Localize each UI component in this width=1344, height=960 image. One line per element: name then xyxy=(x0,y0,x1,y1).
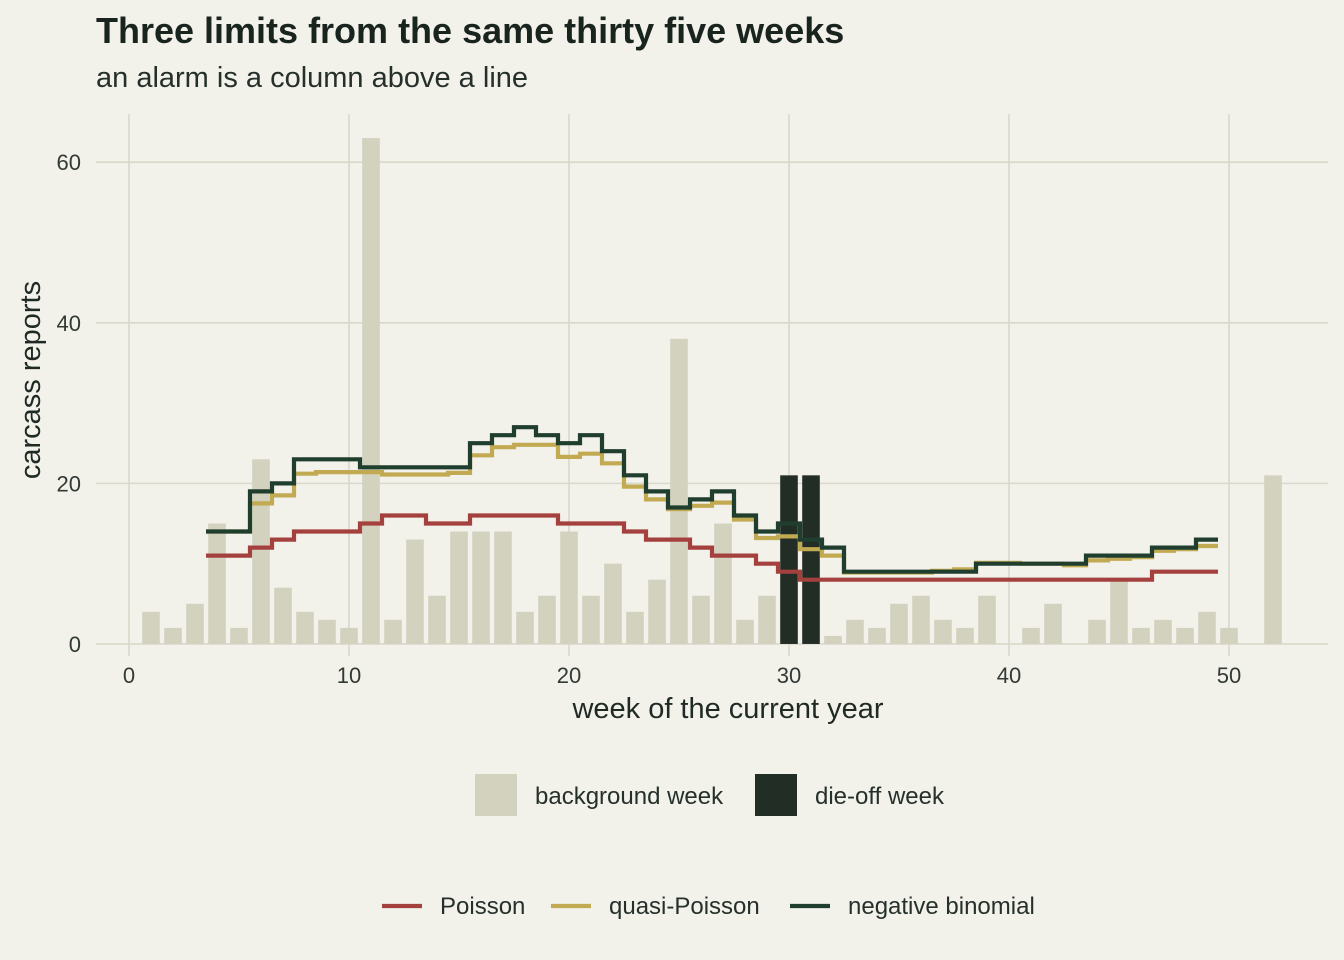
y-tick-label: 0 xyxy=(69,632,81,657)
background-bar xyxy=(890,603,908,644)
x-tick-label: 10 xyxy=(337,663,361,688)
background-bar xyxy=(1154,619,1172,644)
background-bar xyxy=(912,595,930,644)
background-bar xyxy=(1220,627,1238,644)
background-bar xyxy=(494,531,512,644)
limit-line-poisson xyxy=(206,513,1218,582)
background-bar xyxy=(428,595,446,644)
background-bar xyxy=(626,611,644,644)
background-bar xyxy=(648,579,666,644)
background-bar xyxy=(340,627,358,644)
background-bar xyxy=(1110,579,1128,644)
background-bar xyxy=(186,603,204,644)
background-bar xyxy=(758,595,776,644)
y-tick-label: 60 xyxy=(57,150,81,175)
background-bar xyxy=(1088,619,1106,644)
grid-lines xyxy=(96,114,1328,656)
background-bar xyxy=(582,595,600,644)
background-bar xyxy=(846,619,864,644)
chart-title: Three limits from the same thirty five w… xyxy=(96,10,845,51)
chart-subtitle: an alarm is a column above a line xyxy=(96,62,529,94)
bar-series xyxy=(142,138,1282,644)
background-bar xyxy=(978,595,996,644)
legend-swatch-background xyxy=(475,774,517,816)
x-tick-label: 20 xyxy=(557,663,581,688)
background-bar xyxy=(714,523,732,644)
bar-legend: background week die-off week xyxy=(475,774,945,816)
background-bar xyxy=(450,531,468,644)
background-bar xyxy=(934,619,952,644)
background-bar xyxy=(868,627,886,644)
y-tick-label: 20 xyxy=(57,471,81,496)
background-bar xyxy=(956,627,974,644)
x-tick-label: 0 xyxy=(123,663,135,688)
y-tick-label: 40 xyxy=(57,311,81,336)
background-bar xyxy=(362,138,380,644)
background-bar xyxy=(538,595,556,644)
background-bar xyxy=(164,627,182,644)
background-bar xyxy=(560,531,578,644)
background-bar xyxy=(1264,475,1282,644)
x-tick-label: 30 xyxy=(777,663,801,688)
background-bar xyxy=(1176,627,1194,644)
background-bar xyxy=(1132,627,1150,644)
background-bar xyxy=(692,595,710,644)
limit-line-negative-binomial xyxy=(206,425,1218,574)
background-bar xyxy=(1044,603,1062,644)
limit-lines xyxy=(206,425,1218,582)
legend-label-poisson: Poisson xyxy=(440,893,525,920)
background-bar xyxy=(1022,627,1040,644)
x-axis-title: week of the current year xyxy=(571,693,883,725)
legend-label-die-off: die-off week xyxy=(815,783,945,810)
legend-label-negative-binomial: negative binomial xyxy=(848,893,1035,920)
background-bar xyxy=(406,539,424,644)
background-bar xyxy=(472,531,490,644)
die-off-bar xyxy=(780,475,798,644)
legend-swatch-die-off xyxy=(755,774,797,816)
background-bar xyxy=(1198,611,1216,644)
background-bar xyxy=(274,587,292,644)
legend-label-quasi-poisson: quasi-Poisson xyxy=(609,893,760,920)
x-tick-label: 50 xyxy=(1217,663,1241,688)
background-bar xyxy=(230,627,248,644)
tick-labels: 0 10 20 30 40 50 0 20 40 60 xyxy=(57,150,1242,688)
background-bar xyxy=(296,611,314,644)
die-off-bar xyxy=(802,475,820,644)
background-bar xyxy=(604,563,622,644)
background-bar xyxy=(736,619,754,644)
background-bar xyxy=(384,619,402,644)
x-tick-label: 40 xyxy=(997,663,1021,688)
background-bar xyxy=(670,338,688,644)
background-bar xyxy=(208,523,226,644)
background-bar xyxy=(142,611,160,644)
background-bar xyxy=(252,459,270,644)
legend-label-background: background week xyxy=(535,783,724,810)
y-axis-title: carcass reports xyxy=(15,281,47,479)
background-bar xyxy=(824,635,842,644)
background-bar xyxy=(318,619,336,644)
line-legend: Poisson quasi-Poisson negative binomial xyxy=(382,893,1035,920)
background-bar xyxy=(516,611,534,644)
